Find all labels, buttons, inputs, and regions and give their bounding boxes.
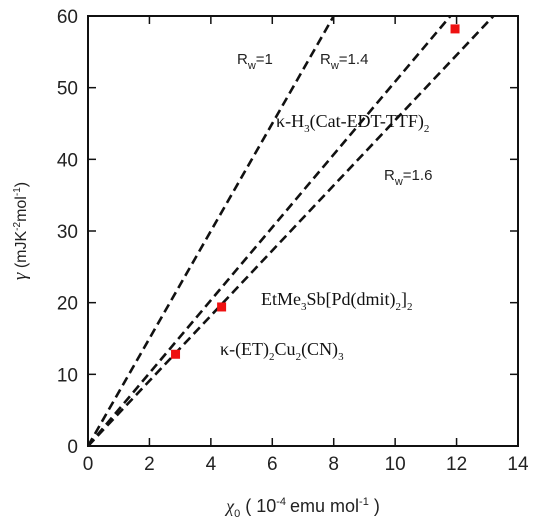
- x-tick-label: 2: [144, 454, 155, 475]
- reference-line-3: [87, 15, 495, 447]
- y-tick-label: 20: [57, 294, 78, 315]
- annotation-cat-edt-ttf: κ-H3(Cat-EDT-TTF)2: [276, 111, 429, 135]
- y-tick-label: 10: [57, 365, 78, 386]
- x-tick-label: 14: [507, 454, 529, 475]
- x-axis-label: χ0 ( 10-4 emu mol-1 ): [224, 496, 380, 520]
- rw-label-1: Rw=1: [237, 51, 273, 72]
- x-tick-label: 12: [446, 454, 467, 475]
- x-tick-label: 10: [385, 454, 406, 475]
- reference-lines: [86, 15, 495, 447]
- x-tick-label: 6: [267, 454, 278, 475]
- y-tick-label: 40: [57, 150, 78, 171]
- x-tick-label: 0: [83, 454, 94, 475]
- y-tick-label: 50: [57, 79, 78, 100]
- data-point-2: [217, 302, 227, 312]
- data-points: [171, 24, 460, 359]
- y-axis-label: γ (mJK-2mol-1): [10, 182, 31, 280]
- x-tick-label: 4: [206, 454, 217, 475]
- annotation-etme3sb: EtMe3Sb[Pd(dmit)2]2: [261, 289, 413, 313]
- rw-label-2: Rw=1.4: [320, 51, 368, 72]
- x-tick-label: 8: [328, 454, 339, 475]
- y-tick-label: 60: [57, 7, 78, 28]
- data-point-3: [450, 24, 460, 34]
- reference-line-1: [86, 15, 335, 447]
- y-tick-label: 0: [67, 437, 78, 458]
- reference-line-2: [87, 15, 452, 447]
- y-tick-label: 30: [57, 222, 78, 243]
- rw-label-3: Rw=1.6: [384, 167, 432, 188]
- annotation-et-cu-cn: κ-(ET)2Cu2(CN)3: [220, 339, 344, 363]
- plot-frame: [87, 15, 519, 447]
- data-point-1: [171, 349, 181, 359]
